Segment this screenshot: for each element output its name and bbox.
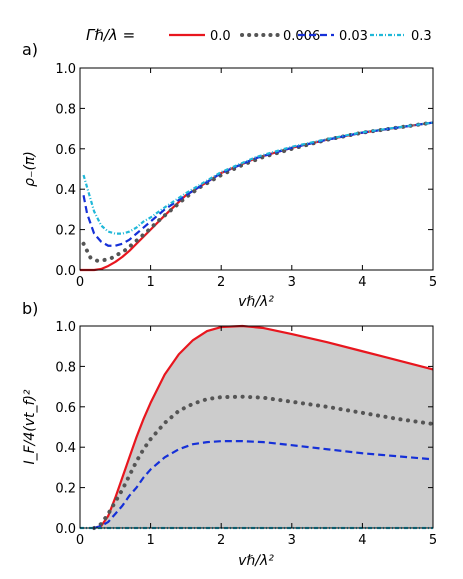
panel-b-ytick-label-4: 0.8: [55, 360, 76, 375]
panel-b-ytick-label-1: 0.2: [55, 482, 76, 497]
panel-b-label: b): [22, 299, 38, 318]
panel-a-ytick-label-5: 1.0: [55, 62, 76, 77]
panel-a-ytick-label-4: 0.8: [55, 102, 76, 117]
legend-entry-0: 0.0: [210, 29, 231, 44]
panel-b-xtick-label-4: 4: [358, 533, 366, 548]
panel-a-xtick-label-3: 3: [288, 275, 296, 290]
panel-b-ylabel: I_F/4(vt_f)²: [22, 389, 38, 464]
panel-a-xlabel: vℏ/λ²: [238, 294, 274, 310]
panel-a-label: a): [22, 40, 38, 59]
panel-a-ylabel: ρ₋(π): [22, 151, 38, 187]
panel-a-series-0: [80, 121, 434, 272]
legend-title: Γℏ/λ =: [86, 26, 135, 44]
panel-b-xtick-label-5: 5: [429, 533, 437, 548]
panel-a: a) 0 1 2 3 4 5 0.0 0.2 0.4 0.6 0.8 1.0 vℏ/λ² ρ₋(π): [22, 40, 437, 310]
panel-b-series-0: [93, 324, 434, 530]
panel-a-frame: [79, 67, 434, 271]
panel-b-xtick-label-3: 3: [288, 533, 296, 548]
legend-entry-1: 0.006: [283, 29, 320, 44]
panel-a-xtick-label-5: 5: [429, 275, 437, 290]
panel-b-xtick-label-0: 0: [76, 533, 84, 548]
panel-b: b) 0 1 2 3 4 5 0.0 0.2 0.4 0.6 0.8 1.0 vℏ/λ² I_F/4(…: [22, 299, 437, 569]
legend: Γℏ/λ = 0.0 0.006 0.03 0.3: [86, 26, 432, 44]
panel-a-xtick-label-0: 0: [76, 275, 84, 290]
panel-b-series-2: [93, 440, 434, 530]
panel-b-ytick-label-2: 0.4: [55, 441, 76, 456]
panel-b-shade: [94, 326, 434, 528]
panel-a-xtick-label-4: 4: [358, 275, 366, 290]
panel-a-series-3: [82, 121, 434, 235]
panel-a-xtick-label-2: 2: [217, 275, 225, 290]
panel-b-frame: [79, 325, 434, 529]
panel-b-series-1: [92, 394, 435, 530]
panel-a-ticks: 0 1 2 3 4 5 0.0 0.2 0.4 0.6 0.8 1.0: [55, 62, 437, 290]
panel-b-ticks: 0 1 2 3 4 5 0.0 0.2 0.4 0.6 0.8 1.0: [55, 320, 437, 548]
panel-b-xlabel: vℏ/λ²: [238, 553, 274, 569]
panel-a-series-1: [81, 120, 435, 263]
panel-a-ytick-label-0: 0.0: [55, 264, 76, 279]
panel-b-shaded-area: [94, 326, 434, 528]
panel-a-series: [80, 120, 435, 272]
legend-entry-2: 0.03: [339, 29, 368, 44]
panel-b-ytick-label-5: 1.0: [55, 320, 76, 335]
panel-a-xtick-label-1: 1: [146, 275, 154, 290]
panel-b-xtick-label-2: 2: [217, 533, 225, 548]
panel-a-ytick-label-2: 0.4: [55, 183, 76, 198]
panel-b-ytick-label-3: 0.6: [55, 401, 76, 416]
panel-b-ytick-label-0: 0.0: [55, 522, 76, 537]
panel-a-ytick-label-3: 0.6: [55, 143, 76, 158]
panel-b-xtick-label-1: 1: [146, 533, 154, 548]
legend-entry-3: 0.3: [411, 29, 432, 44]
panel-a-ytick-label-1: 0.2: [55, 224, 76, 239]
